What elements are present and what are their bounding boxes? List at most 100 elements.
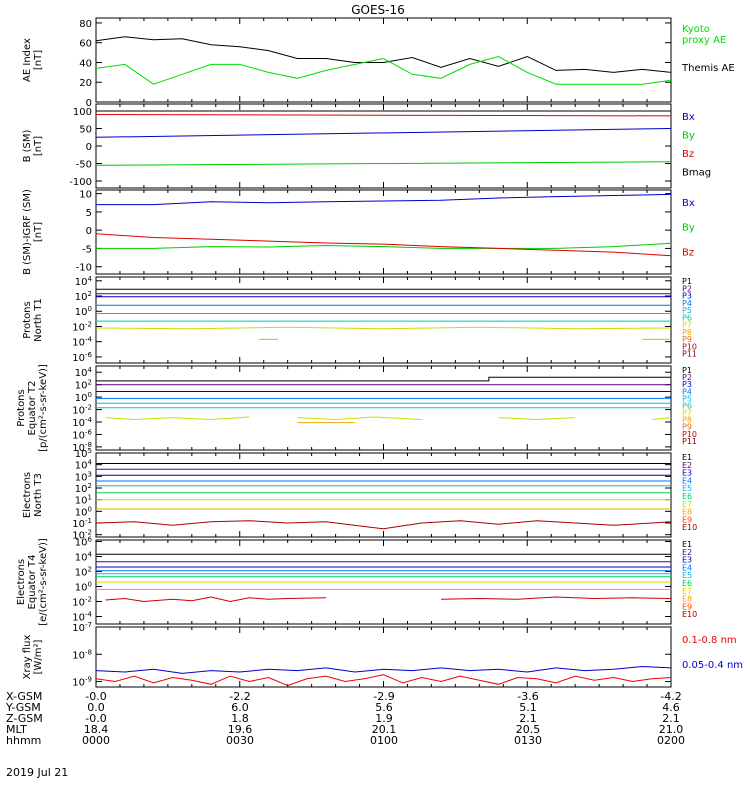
legend-e5: E5 xyxy=(682,484,692,493)
series-bz xyxy=(96,233,671,257)
panel-frame xyxy=(95,189,672,275)
panel-frame xyxy=(95,103,672,189)
xrow-label: X-GSM xyxy=(6,690,42,703)
ylabel: AE Index[nT] xyxy=(22,38,44,82)
series-bx xyxy=(96,128,671,138)
xrow-label: MLT xyxy=(6,723,27,736)
xrow-value: 5.1 xyxy=(519,701,537,714)
xrow-value: 1.8 xyxy=(231,712,249,725)
legend-e5: E5 xyxy=(682,571,692,580)
ytick-label: -100 xyxy=(69,177,92,188)
legend-by: By xyxy=(682,223,695,234)
legend-e2: E2 xyxy=(682,461,692,470)
series-bx xyxy=(96,193,671,206)
ylabel: B (SM)[nT] xyxy=(22,129,44,162)
xrow-value: -2.2 xyxy=(229,690,250,703)
ytick-label: 60 xyxy=(79,39,92,50)
panel-2: -100 -50 0 50 100 B (SM)[nT] Bx By Bz Bmag xyxy=(22,103,711,189)
series-p1 xyxy=(96,376,671,382)
ytick-label: 10-2 xyxy=(72,596,92,609)
legend-e4: E4 xyxy=(682,563,692,572)
panel-8: 10-9 10-8 10-7 Xray flux[W/m²] 0.1-0.8 nm 0.0… xyxy=(22,621,743,689)
xrow-value: 1.9 xyxy=(375,712,393,725)
ytick-label: 106 xyxy=(75,536,93,549)
ytick-label: -10 xyxy=(76,263,92,274)
legend-e10: E10 xyxy=(682,610,697,619)
ylabel: ProtonsEquator T2[p/(cm²-s-sr-keV)] xyxy=(16,364,49,452)
ytick-label: 100 xyxy=(75,505,92,518)
ytick-label: 102 xyxy=(75,566,92,579)
panel-7: 10-4 10-2 100 102 104 106 ElectronsEquator T4[… xyxy=(16,536,697,626)
legend-p4: P4 xyxy=(682,387,692,396)
legend-p2: P2 xyxy=(682,284,692,293)
legend-p7: P7 xyxy=(682,321,692,330)
legend-bmag: Bmag xyxy=(682,168,711,179)
legend-p5: P5 xyxy=(682,394,692,403)
series-bz xyxy=(96,114,671,117)
date-label: 2019 Jul 21 xyxy=(6,766,68,779)
series-themis-ae xyxy=(96,36,671,73)
xrow-value: -4.2 xyxy=(660,690,681,703)
series-kyoto-proxy-ae xyxy=(96,55,671,85)
ytick-label: 104 xyxy=(75,366,93,379)
xrow-value: 6.0 xyxy=(231,701,249,714)
legend-0-05-0-4-nm: 0.05-0.4 nm xyxy=(682,660,743,671)
legend-e6: E6 xyxy=(682,492,692,501)
legend-p5: P5 xyxy=(682,306,692,315)
series-0-05-0-4-nm xyxy=(96,665,671,674)
series-e9b xyxy=(440,596,671,600)
legend-themis-ae: Themis AE xyxy=(681,63,735,74)
panel-frame xyxy=(95,276,672,364)
legend-e8: E8 xyxy=(682,508,692,517)
legend-p10: P10 xyxy=(682,342,697,351)
legend-p7: P7 xyxy=(682,409,692,418)
xrow-value: 2.1 xyxy=(519,712,537,725)
series-p7d xyxy=(651,417,671,420)
ytick-label: 10-7 xyxy=(72,621,92,634)
ylabel: ProtonsNorth T1 xyxy=(22,298,44,342)
ytick-label: 10-6 xyxy=(72,428,92,441)
series-by xyxy=(96,161,671,166)
xrow-value: 2.1 xyxy=(662,712,680,725)
ytick-label: 100 xyxy=(75,581,92,594)
xrow-label: Y-GSM xyxy=(5,701,41,714)
legend-p1: P1 xyxy=(682,277,692,286)
xrow-value: 5.6 xyxy=(375,701,393,714)
legend-0-1-0-8-nm: 0.1-0.8 nm xyxy=(682,635,737,646)
legend-e1: E1 xyxy=(682,540,692,549)
ytick-label: 103 xyxy=(75,470,92,483)
legend-p9: P9 xyxy=(682,423,692,432)
series-e9 xyxy=(105,596,327,603)
ytick-label: 40 xyxy=(79,58,92,69)
ytick-label: 10-4 xyxy=(72,416,92,429)
panel-frame xyxy=(95,17,672,103)
ytick-label: 10 xyxy=(79,190,92,201)
legend-bx: Bx xyxy=(682,198,695,209)
legend-bz: Bz xyxy=(682,149,694,160)
legend-bz: Bz xyxy=(682,247,694,258)
ytick-label: 104 xyxy=(75,275,93,288)
xrow-value: 0.0 xyxy=(87,701,105,714)
legend-bx: Bx xyxy=(682,112,695,123)
ytick-label: 102 xyxy=(75,290,92,303)
legend-p6: P6 xyxy=(682,313,692,322)
xrow-value: 20.1 xyxy=(372,723,397,736)
ytick-label: 10-1 xyxy=(72,517,92,530)
legend-p9: P9 xyxy=(682,335,692,344)
xrow-value: 18.4 xyxy=(84,723,109,736)
ytick-label: 10-8 xyxy=(72,441,92,454)
ytick-label: 10-2 xyxy=(72,404,92,417)
legend-p8: P8 xyxy=(682,328,692,337)
legend-e9: E9 xyxy=(682,602,692,611)
ytick-label: 105 xyxy=(75,447,92,460)
ytick-label: 10-4 xyxy=(72,336,92,349)
panel-3: -10 -5 0 5 10 B (SM)-IGRF (SM)[nT] Bx By Bz xyxy=(22,189,695,275)
legend-e7: E7 xyxy=(682,587,692,596)
xrow-value: 0130 xyxy=(514,734,542,747)
legend-p8: P8 xyxy=(682,416,692,425)
legend-e6: E6 xyxy=(682,579,692,588)
ytick-label: 0 xyxy=(86,142,92,153)
xrow-value: -0.0 xyxy=(85,690,106,703)
